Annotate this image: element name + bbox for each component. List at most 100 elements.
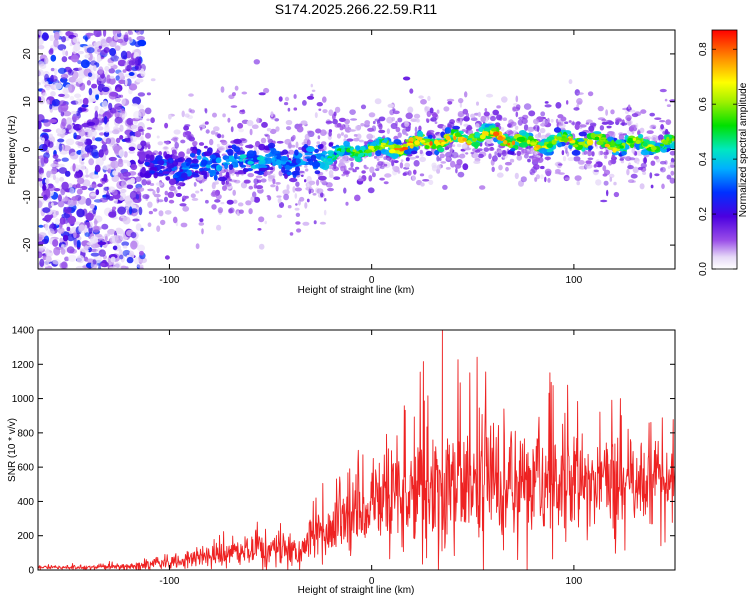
spectrogram-cell	[255, 164, 259, 169]
spectrogram-cell	[111, 189, 118, 196]
spectrogram-cell	[84, 144, 94, 153]
spectrogram-cell	[66, 117, 72, 126]
spectrogram-cell	[84, 139, 92, 146]
spectrogram-cell	[411, 150, 418, 155]
spectrogram-cell	[178, 151, 185, 159]
spectrogram-cell	[553, 127, 562, 133]
spectrogram-cell	[327, 150, 335, 155]
spectrogram-cell	[71, 196, 79, 201]
spectrogram-cell	[210, 130, 216, 135]
spectrogram-cell	[136, 35, 145, 41]
spectrogram-cell	[354, 153, 360, 157]
spectrogram-cell	[229, 179, 237, 183]
spectrogram-cell	[256, 156, 265, 161]
colorbar-label: Normalized spectral amplitude	[738, 82, 749, 217]
spectrogram-cell	[585, 160, 592, 165]
spectrogram-cell	[327, 187, 334, 192]
spectrogram-cell	[356, 145, 361, 151]
spectrogram-cell	[568, 120, 572, 123]
spectrogram-cell	[325, 182, 333, 188]
spectrogram-cell	[304, 156, 313, 160]
spectrogram-cell	[239, 158, 243, 162]
spectrogram-cell	[320, 156, 324, 161]
spectrogram-cell	[44, 214, 53, 221]
spectrogram-cell	[110, 160, 120, 169]
spectrogram-cell	[325, 120, 333, 124]
spectrogram-cell	[164, 190, 168, 196]
spectrogram-cell	[240, 182, 248, 189]
spectrogram-cell	[571, 149, 581, 156]
spectrogram-cell	[134, 257, 140, 265]
spectrogram-cell	[253, 59, 260, 65]
spectrogram-cell	[412, 174, 416, 181]
spectrogram-cell	[38, 200, 43, 209]
spectrogram-cell	[592, 131, 602, 135]
spectrogram-cell	[70, 54, 79, 63]
spectrogram-cell	[255, 185, 263, 190]
spectrogram-x-label: Height of straight line (km)	[298, 285, 415, 296]
spectrogram-cell	[642, 171, 647, 175]
spectrogram-cell	[92, 207, 97, 215]
spectrogram-cell	[319, 143, 324, 149]
spectrogram-cell	[52, 239, 59, 247]
spectrogram-cell	[466, 140, 472, 144]
spectrogram-cell	[295, 221, 301, 225]
spectrogram-cell	[126, 64, 132, 72]
spectrogram-cell	[466, 124, 473, 131]
spectrogram-cell	[90, 192, 97, 197]
spectrogram-cell	[192, 140, 198, 146]
spectrogram-cell	[224, 182, 232, 187]
spectrogram-cell	[122, 69, 127, 73]
spectrogram-cell	[67, 215, 77, 225]
spectrogram-cell	[281, 166, 286, 173]
spectrogram-cell	[66, 246, 75, 254]
spectrogram-cell	[48, 49, 54, 55]
spectrogram-cell	[126, 184, 134, 190]
spectrogram-cell	[519, 142, 529, 148]
spectrogram-cell	[392, 153, 400, 158]
spectrogram-cell	[424, 145, 430, 149]
spectrogram-cell	[591, 151, 595, 157]
spectrogram-cell	[649, 112, 655, 117]
spectrogram-cell	[393, 160, 399, 164]
snr-x-tick-label: 100	[566, 576, 583, 587]
spectrogram-cell	[354, 125, 361, 131]
spectrogram-cell	[383, 156, 387, 161]
spectrogram-cell	[305, 168, 309, 172]
spectrogram-cell	[318, 175, 327, 181]
spectrogram-cell	[61, 261, 68, 269]
spectrogram-cell	[431, 162, 437, 169]
spectrogram-cell	[134, 130, 142, 138]
spectrogram-cell	[422, 179, 430, 182]
spectrogram-cell	[130, 124, 137, 129]
spectrogram-cell	[670, 170, 675, 176]
spectrogram-cell	[196, 149, 201, 156]
spectrogram-cell	[74, 221, 81, 225]
spectrogram-cell	[455, 168, 458, 174]
spectrogram-cell	[52, 154, 59, 159]
spectrogram-cell	[306, 198, 310, 203]
spectrogram-cell	[64, 195, 68, 202]
spectrogram-cell	[85, 197, 92, 206]
spectrogram-cell	[38, 69, 44, 77]
spectrogram-cell	[38, 82, 41, 86]
spectrogram-cell	[106, 233, 110, 237]
spectrogram-cell	[115, 98, 121, 102]
spectrogram-cell	[138, 129, 145, 132]
spectrogram-cell	[492, 155, 498, 162]
spectrogram-cell	[282, 189, 290, 195]
spectrogram-cell	[88, 52, 93, 61]
spectrogram-cell	[176, 171, 182, 177]
spectrogram-cell	[222, 185, 227, 192]
spectrogram-cell	[583, 150, 588, 155]
spectrogram-cell	[533, 126, 536, 130]
spectrogram-cell	[53, 68, 58, 76]
spectrogram-cell	[164, 196, 168, 203]
spectrogram-cell	[164, 122, 169, 129]
spectrogram-cell	[295, 158, 301, 164]
spectrogram-cell	[229, 207, 235, 214]
spectrogram-cell	[465, 112, 470, 119]
spectrogram-cell	[98, 66, 104, 75]
spectrogram-cell	[267, 142, 276, 149]
spectrogram-cell	[562, 156, 567, 162]
